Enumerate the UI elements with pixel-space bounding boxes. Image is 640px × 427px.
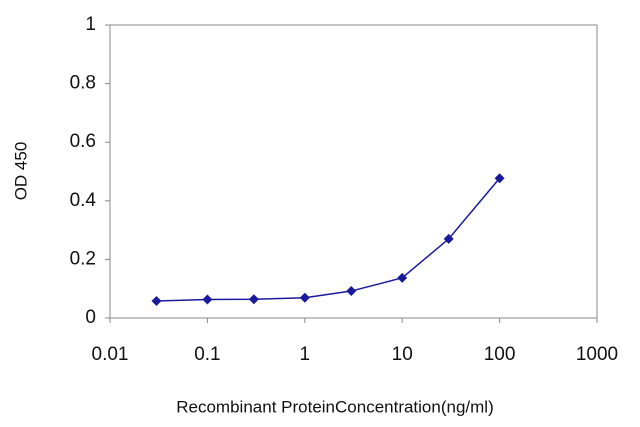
x-tick-label: 1 [300, 344, 311, 365]
y-tick-label: 0.6 [70, 131, 96, 152]
data-point [151, 296, 162, 307]
data-point [397, 272, 408, 283]
data-point [299, 292, 310, 303]
series-line [156, 177, 501, 302]
data-point [346, 286, 357, 297]
x-tick-label: 0.1 [194, 344, 220, 365]
data-point [248, 294, 259, 305]
data-point [202, 294, 213, 305]
plot-frame [109, 24, 598, 319]
y-axis-title: OD 450 [11, 142, 30, 201]
y-tick-label: 0.4 [70, 190, 97, 211]
y-tick-label: 0 [85, 307, 96, 328]
data-point [443, 233, 454, 244]
x-tick-label: 100 [484, 344, 516, 365]
y-tick-label: 0.2 [70, 248, 96, 269]
x-tick-label: 10 [392, 344, 413, 365]
x-tick-label: 0.01 [92, 344, 129, 365]
y-tick-label: 0.8 [70, 73, 96, 94]
x-axis-title: Recombinant ProteinConcentration(ng/ml) [176, 397, 494, 416]
y-tick-label: 1 [85, 14, 96, 35]
x-tick-label: 1000 [576, 344, 618, 365]
data-point [494, 173, 505, 184]
